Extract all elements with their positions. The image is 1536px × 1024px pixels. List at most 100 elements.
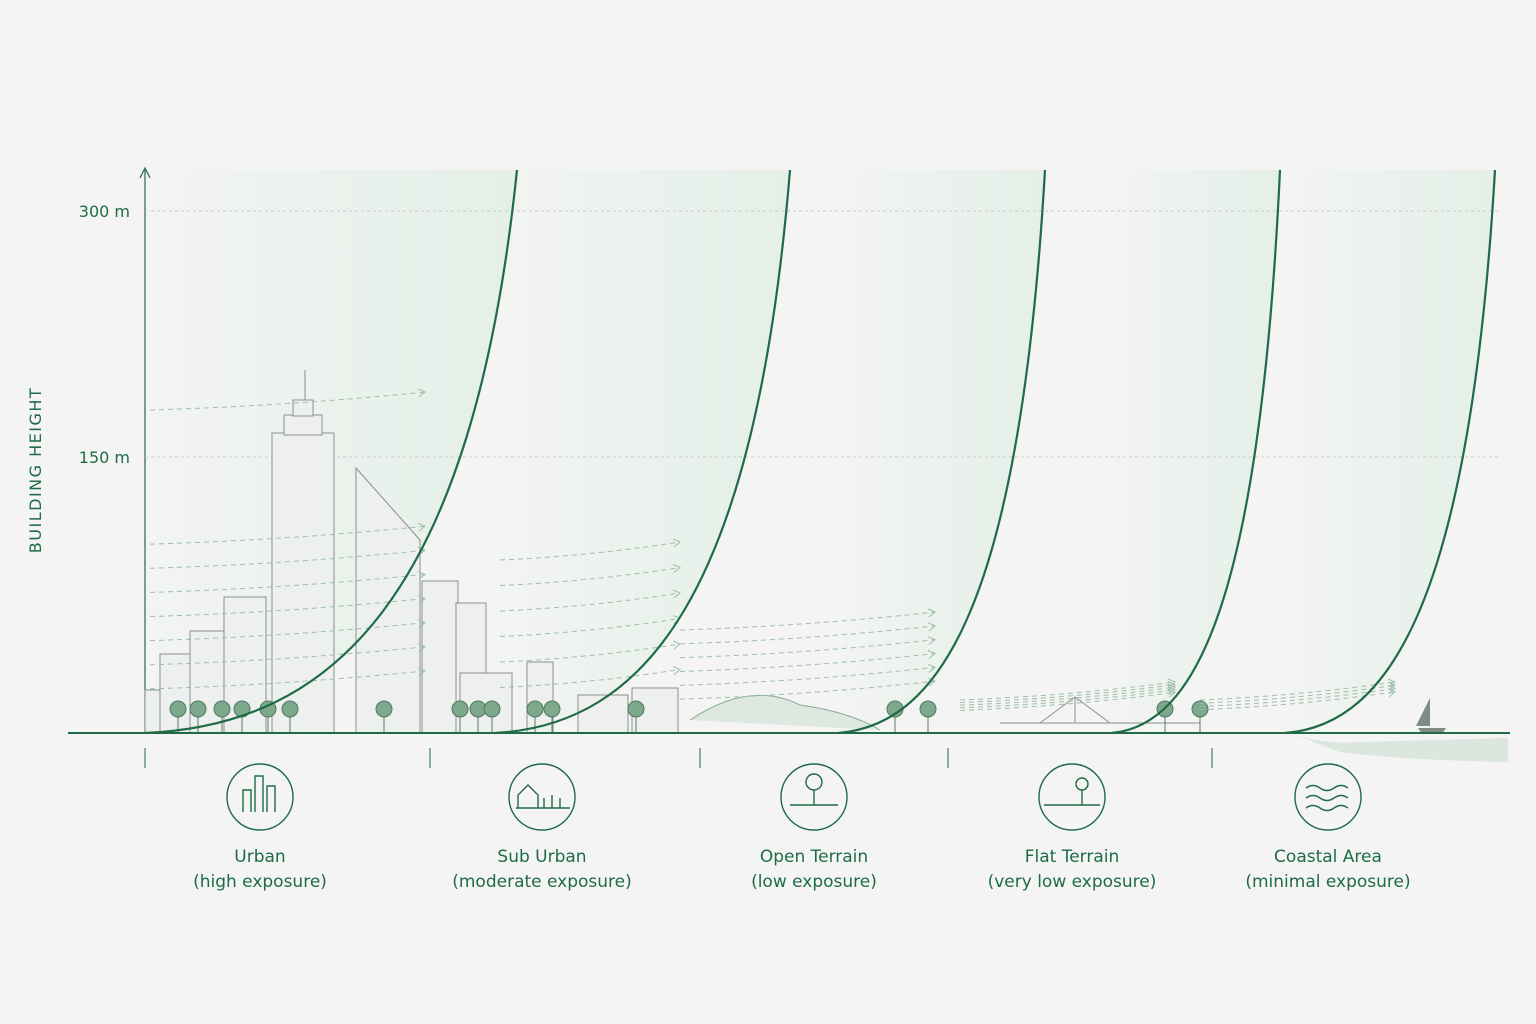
wind-arrow bbox=[679, 611, 936, 631]
arrow-head bbox=[927, 622, 936, 632]
zone-exposure: (minimal exposure) bbox=[1245, 872, 1410, 892]
tree-crown bbox=[526, 700, 544, 718]
arrow-head bbox=[417, 522, 426, 532]
zone: Coastal Area (minimal exposure) bbox=[1245, 763, 1411, 892]
tree-crown bbox=[451, 700, 469, 718]
wind-arrow bbox=[1199, 688, 1396, 707]
zone-icon bbox=[516, 784, 570, 809]
zone-icon bbox=[1075, 777, 1089, 791]
zone-name: Coastal Area bbox=[1274, 847, 1382, 867]
tree-crown bbox=[281, 700, 299, 718]
wind-arrow bbox=[499, 669, 681, 688]
wind-shade bbox=[1112, 170, 1280, 733]
wind-arrow bbox=[959, 686, 1176, 706]
wind-arrow bbox=[679, 625, 936, 645]
wind-shade bbox=[495, 170, 790, 733]
zone-icon-ring bbox=[226, 763, 294, 831]
tree-crown bbox=[169, 700, 187, 718]
zone-icon-ring bbox=[780, 763, 848, 831]
arrow-head bbox=[417, 667, 426, 677]
wind-arrow bbox=[149, 670, 426, 690]
arrow-head bbox=[417, 570, 426, 580]
wind-arrow bbox=[679, 680, 936, 700]
wind-arrow bbox=[499, 592, 681, 612]
wind-arrow bbox=[149, 549, 426, 569]
tree-crown bbox=[543, 700, 561, 718]
wind-arrow bbox=[1199, 691, 1396, 711]
axis-title: BUILDING HEIGHT bbox=[26, 387, 45, 553]
wind-arrow bbox=[149, 525, 426, 545]
wind-curve bbox=[1111, 169, 1282, 735]
wind-curve bbox=[144, 169, 519, 735]
arrow-head bbox=[417, 595, 426, 604]
wind-arrows bbox=[149, 388, 1396, 711]
wind-arrow bbox=[149, 391, 426, 411]
wind-shade bbox=[838, 170, 1045, 733]
zone-name: Open Terrain bbox=[760, 847, 868, 867]
zone-icon-ring bbox=[1294, 763, 1362, 831]
arrow-head bbox=[672, 589, 681, 599]
zone-icon-ring bbox=[1038, 763, 1106, 831]
wind-arrow bbox=[959, 684, 1176, 704]
wind-arrow bbox=[149, 622, 426, 642]
arrow-head bbox=[417, 546, 426, 556]
zone-exposure: (very low exposure) bbox=[988, 872, 1157, 892]
wind-shading bbox=[145, 170, 1495, 733]
zone-name: Sub Urban bbox=[497, 847, 586, 867]
zone-name: Flat Terrain bbox=[1025, 847, 1120, 867]
tick-label: 150 m bbox=[79, 448, 130, 467]
arrow-head bbox=[672, 666, 681, 675]
zones: Urban (high exposure) Sub Urban (moderate e… bbox=[144, 748, 1411, 892]
wind-arrow bbox=[149, 598, 426, 617]
zone-exposure: (low exposure) bbox=[751, 872, 877, 892]
wind-arrow bbox=[679, 639, 936, 659]
zone-icon bbox=[1305, 784, 1349, 812]
zone-exposure: (high exposure) bbox=[193, 872, 327, 892]
wind-curve bbox=[837, 169, 1047, 735]
tree-crown bbox=[483, 700, 501, 718]
wind-curve bbox=[494, 169, 792, 735]
arrow-head bbox=[927, 677, 936, 687]
tree-crown bbox=[213, 700, 231, 718]
wind-arrow bbox=[959, 681, 1176, 701]
arrow-head bbox=[1387, 688, 1396, 698]
wind-arrow bbox=[499, 643, 681, 663]
wind-arrow bbox=[149, 573, 426, 593]
wind-arrow bbox=[149, 646, 426, 666]
zone-icon bbox=[790, 790, 838, 806]
tick-label: 300 m bbox=[79, 202, 130, 221]
arrow-head bbox=[672, 564, 681, 573]
zone-icon-ring bbox=[508, 763, 576, 831]
wind-arrow bbox=[959, 691, 1176, 711]
tree-crown bbox=[627, 700, 645, 718]
tree-crown bbox=[919, 700, 937, 718]
wind-arrow bbox=[499, 541, 681, 561]
zone: Flat Terrain (very low exposure) bbox=[988, 763, 1157, 892]
tree-crown bbox=[233, 700, 251, 718]
axis-arrow bbox=[139, 166, 151, 179]
zone-icon bbox=[1044, 790, 1100, 806]
arrow-head bbox=[927, 608, 936, 618]
zone-exposure: (moderate exposure) bbox=[452, 872, 632, 892]
wind-profiles bbox=[144, 169, 1497, 735]
zone: Urban (high exposure) bbox=[193, 763, 327, 892]
wind-arrow bbox=[499, 618, 681, 637]
arrow-head bbox=[927, 636, 936, 646]
wind-arrow bbox=[959, 689, 1176, 709]
arrow-head bbox=[417, 388, 426, 398]
tree-crown bbox=[189, 700, 207, 718]
zone-icon bbox=[805, 773, 823, 791]
wind-arrow bbox=[499, 567, 681, 586]
arrow-head bbox=[672, 538, 681, 548]
wind-arrow bbox=[1199, 681, 1396, 701]
zone: Sub Urban (moderate exposure) bbox=[452, 763, 632, 892]
zone-icon bbox=[242, 775, 276, 812]
arrow-head bbox=[927, 650, 936, 659]
tree-crown bbox=[375, 700, 393, 718]
zone-name: Urban bbox=[234, 847, 285, 867]
arrow-head bbox=[417, 643, 426, 653]
wind-curve bbox=[1284, 169, 1497, 735]
wind-shade bbox=[1285, 170, 1495, 733]
arrow-head bbox=[927, 663, 936, 673]
